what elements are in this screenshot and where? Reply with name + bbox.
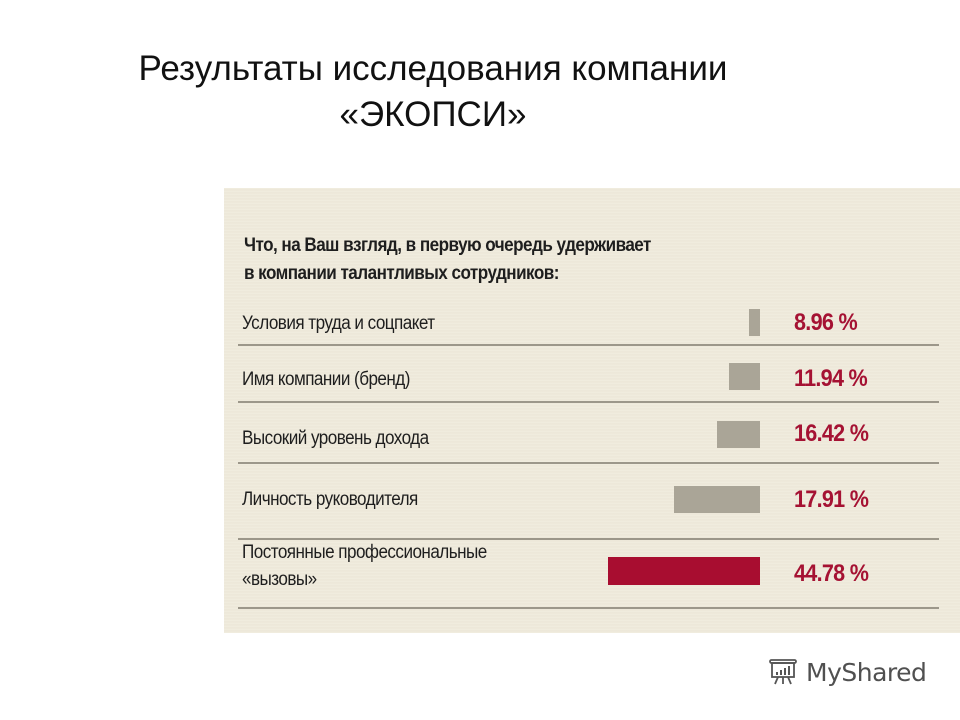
- watermark-text: MyShared: [806, 657, 927, 687]
- bar-5-highlight: [608, 557, 760, 585]
- chart-panel: Что, на Ваш взгляд, в первую очередь уде…: [224, 188, 960, 633]
- value-label-5: 44.78 %: [794, 560, 869, 587]
- row-label-1: Условия труда и соцпакет: [242, 313, 435, 334]
- bar-2: [729, 363, 760, 390]
- value-label-1: 8.96 %: [794, 309, 858, 336]
- title-line-2: «ЭКОПСИ»: [339, 95, 527, 134]
- bar-3: [717, 421, 760, 448]
- question-line-2: в компании талантливых сотрудников:: [244, 263, 559, 284]
- row-label-5: Постоянные профессиональные «вызовы»: [242, 539, 487, 593]
- row-label-5-line-2: «вызовы»: [242, 569, 317, 590]
- value-label-2: 11.94 %: [794, 365, 868, 392]
- row-label-2: Имя компании (бренд): [242, 369, 410, 390]
- row-divider: [238, 607, 939, 609]
- title-line-1: Результаты исследования компании: [138, 49, 728, 88]
- row-label-4: Личность руководителя: [242, 489, 418, 510]
- chart-question: Что, на Ваш взгляд, в первую очередь уде…: [244, 232, 651, 288]
- slide-title: Результаты исследования компании «ЭКОПСИ…: [0, 46, 866, 138]
- presentation-board-icon: [769, 659, 797, 685]
- question-line-1: Что, на Ваш взгляд, в первую очередь уде…: [244, 235, 651, 256]
- bar-4: [674, 486, 760, 513]
- row-divider: [238, 401, 939, 403]
- row-divider: [238, 538, 939, 540]
- bar-1: [749, 309, 760, 336]
- row-divider: [238, 462, 939, 464]
- row-label-3: Высокий уровень дохода: [242, 428, 429, 449]
- row-label-5-line-1: Постоянные профессиональные: [242, 542, 487, 563]
- value-label-4: 17.91 %: [794, 486, 869, 513]
- row-divider: [238, 344, 939, 346]
- myshared-watermark: MyShared: [766, 656, 927, 688]
- value-label-3: 16.42 %: [794, 420, 869, 447]
